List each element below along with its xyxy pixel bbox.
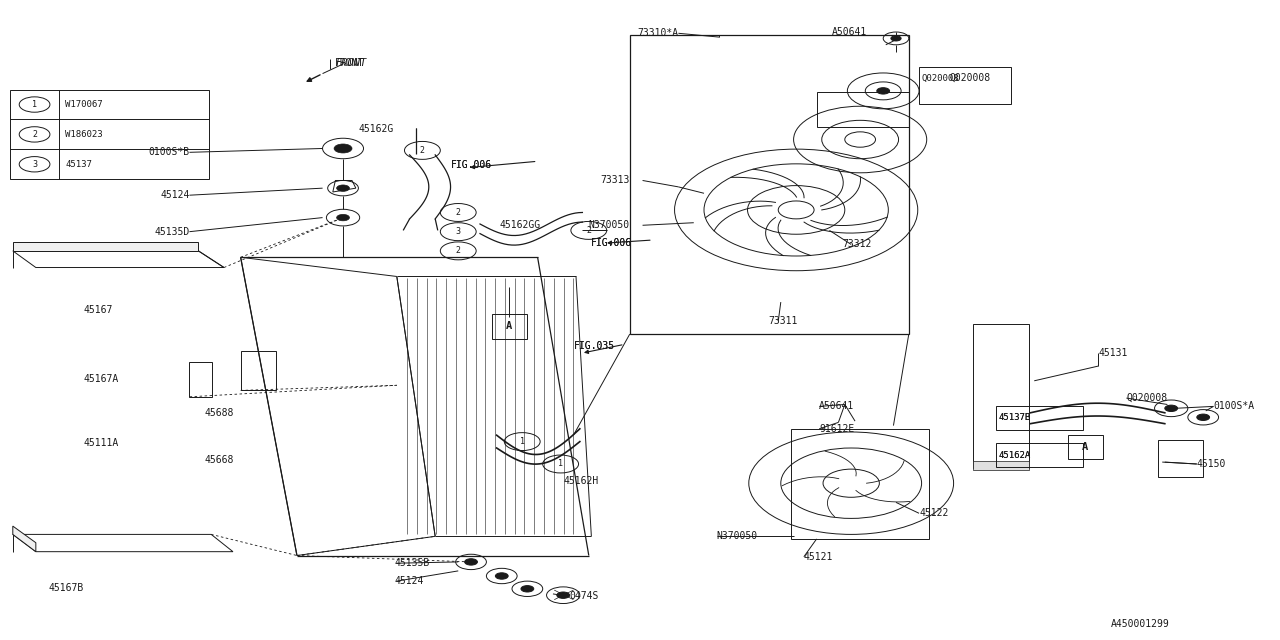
Text: 73312: 73312 [842,239,872,250]
Bar [996,443,1083,467]
Text: 73313: 73313 [600,175,630,186]
Text: 45124: 45124 [160,190,189,200]
Text: 45124: 45124 [394,576,424,586]
Text: 45668: 45668 [205,454,234,465]
Bar [973,324,1029,468]
Polygon shape [13,242,198,251]
Circle shape [337,185,349,191]
Circle shape [1197,414,1210,420]
Text: 45111A: 45111A [83,438,119,448]
Circle shape [877,88,890,94]
Text: A450001299: A450001299 [1111,619,1170,629]
Text: 1: 1 [520,437,525,446]
Text: 2: 2 [32,130,37,139]
Text: 2: 2 [456,208,461,217]
Text: 1: 1 [558,460,563,468]
Bar [492,314,527,339]
Text: 45162G: 45162G [358,124,394,134]
Text: Q020008: Q020008 [1126,393,1167,403]
Bar [189,362,212,397]
Text: FIG.006: FIG.006 [591,238,632,248]
Bar [817,92,909,127]
Text: 45131: 45131 [1098,348,1128,358]
Text: 45167: 45167 [83,305,113,316]
Text: Q020008: Q020008 [922,74,959,83]
Circle shape [557,592,570,598]
Text: FIG.006: FIG.006 [451,160,492,170]
Text: 45137B: 45137B [998,413,1030,422]
Text: 45162GG: 45162GG [499,220,540,230]
Text: 0100S*A: 0100S*A [1213,401,1254,412]
Text: W186023: W186023 [65,130,102,139]
Text: 45137B: 45137B [998,413,1030,422]
Text: 2: 2 [586,226,591,235]
Circle shape [334,144,352,153]
Text: A50641: A50641 [819,401,855,412]
Text: FIG.035: FIG.035 [573,340,614,351]
Text: 3: 3 [456,227,461,236]
Text: A: A [507,321,512,332]
Text: 45167B: 45167B [49,582,84,593]
Text: 45162A: 45162A [998,451,1030,460]
Text: 1: 1 [32,100,37,109]
Bar [791,429,929,539]
Text: FRONT: FRONT [335,58,365,68]
Text: 45135D: 45135D [154,227,189,237]
Bar [241,351,276,390]
Circle shape [495,573,508,579]
Text: W170067: W170067 [65,100,102,109]
Text: N370050: N370050 [589,220,630,230]
Text: 45688: 45688 [205,408,234,418]
Bar [919,67,1011,104]
Text: 45135B: 45135B [394,558,430,568]
Bar [996,406,1083,430]
Circle shape [465,559,477,565]
Text: 3: 3 [32,160,37,169]
Bar [973,461,1029,470]
Text: 2: 2 [420,146,425,155]
Bar [630,35,909,334]
Text: 45162A: 45162A [998,451,1030,460]
Text: 45150: 45150 [1197,459,1226,469]
Text: A50641: A50641 [832,27,868,37]
Text: FIG.035: FIG.035 [573,340,614,351]
Bar [1158,440,1203,477]
Circle shape [521,586,534,592]
Text: 0100S*B: 0100S*B [148,147,189,157]
Text: N370050: N370050 [717,531,758,541]
Text: FIG.006: FIG.006 [451,160,492,170]
Text: 45122: 45122 [919,508,948,518]
Bar [1068,435,1103,459]
Circle shape [891,36,901,41]
Text: A: A [1083,442,1088,452]
Text: 73310*A: 73310*A [637,28,678,38]
Text: 45167A: 45167A [83,374,119,384]
Circle shape [337,214,349,221]
Text: 73311: 73311 [768,316,797,326]
Polygon shape [13,526,36,552]
Text: FIG.006: FIG.006 [591,238,632,248]
Circle shape [1165,405,1178,412]
Text: FRONT: FRONT [335,58,366,68]
Text: 45121: 45121 [804,552,833,562]
Text: 0474S: 0474S [570,591,599,602]
Text: 2: 2 [456,246,461,255]
Text: Q020008: Q020008 [950,73,991,83]
Text: 91612E: 91612E [819,424,855,434]
Text: 45162H: 45162H [563,476,599,486]
Bar [10,90,209,179]
Text: 45137: 45137 [65,160,92,169]
